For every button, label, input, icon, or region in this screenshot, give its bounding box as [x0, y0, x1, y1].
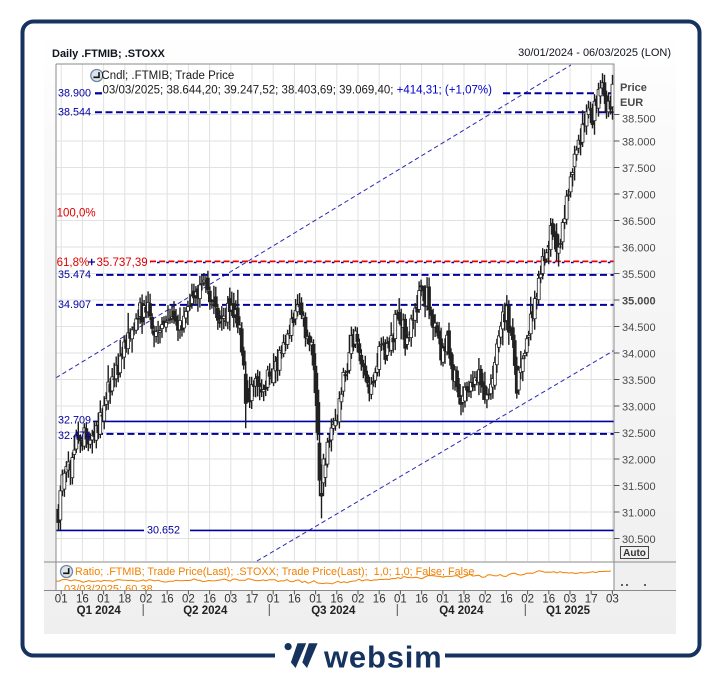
svg-text:36.500: 36.500: [622, 216, 656, 228]
svg-text:02: 02: [521, 594, 534, 606]
svg-text:01: 01: [436, 594, 449, 606]
svg-text:32.474: 32.474: [58, 430, 91, 442]
svg-text:EUR: EUR: [620, 97, 643, 109]
svg-text:17: 17: [585, 594, 598, 606]
svg-text:35.500: 35.500: [622, 269, 656, 281]
svg-text:02: 02: [352, 594, 365, 606]
svg-text:16: 16: [288, 594, 301, 606]
svg-text:02: 02: [140, 594, 153, 606]
svg-text:16: 16: [330, 594, 343, 606]
svg-text:Q2 2024: Q2 2024: [183, 605, 228, 617]
svg-text:18: 18: [458, 594, 471, 606]
svg-text:03: 03: [224, 594, 237, 606]
svg-text:03: 03: [564, 594, 577, 606]
svg-text:Q1 2025: Q1 2025: [546, 605, 591, 617]
svg-text:Q1 2024: Q1 2024: [77, 605, 122, 617]
svg-text:100,0%: 100,0%: [57, 207, 96, 219]
svg-text:01: 01: [394, 594, 407, 606]
svg-text:34.500: 34.500: [622, 322, 656, 334]
svg-text:18: 18: [118, 594, 131, 606]
svg-text:38.900: 38.900: [58, 88, 91, 100]
svg-text:Ratio; .FTMIB; Trade Price(Las: Ratio; .FTMIB; Trade Price(Last); .STOXX…: [75, 566, 474, 578]
svg-text:02: 02: [479, 594, 492, 606]
svg-text:32.500: 32.500: [622, 428, 656, 440]
svg-text:16: 16: [373, 594, 386, 606]
svg-text:Cndl; .FTMIB; Trade Price: Cndl; .FTMIB; Trade Price: [101, 70, 234, 82]
svg-text:35.737,39: 35.737,39: [97, 257, 148, 269]
svg-text:30.500: 30.500: [622, 534, 656, 546]
svg-text:websim: websim: [323, 640, 443, 675]
svg-text:03/03/2025; 60,38: 03/03/2025; 60,38: [64, 584, 153, 596]
svg-text:03/03/2025; 38.644,20; 39.247,: 03/03/2025; 38.644,20; 39.247,52; 38.403…: [103, 85, 493, 97]
svg-text:17: 17: [246, 594, 259, 606]
svg-text:01: 01: [97, 594, 110, 606]
svg-text:34.000: 34.000: [622, 349, 656, 361]
svg-text:Q4 2024: Q4 2024: [439, 605, 484, 617]
svg-text:61,8%: 61,8%: [57, 257, 90, 269]
svg-text:01: 01: [309, 594, 322, 606]
svg-text:16: 16: [203, 594, 216, 606]
svg-text:32.709: 32.709: [58, 415, 91, 427]
svg-text:36.000: 36.000: [622, 243, 656, 255]
svg-text:Q3 2024: Q3 2024: [311, 605, 356, 617]
svg-text:38.500: 38.500: [622, 114, 656, 126]
svg-text:31.500: 31.500: [622, 481, 656, 493]
svg-text:33.500: 33.500: [622, 375, 656, 387]
svg-text:02: 02: [182, 594, 195, 606]
svg-text:37.500: 37.500: [622, 163, 656, 175]
svg-text:33.000: 33.000: [622, 402, 656, 414]
svg-text:16: 16: [542, 594, 555, 606]
svg-text:Daily .FTMIB; .STOXX: Daily .FTMIB; .STOXX: [52, 48, 166, 60]
svg-text:01: 01: [55, 594, 68, 606]
svg-text:16: 16: [500, 594, 513, 606]
svg-text:37.000: 37.000: [622, 190, 656, 202]
svg-text:16: 16: [415, 594, 428, 606]
svg-text:30/01/2024 - 06/03/2025 (LON): 30/01/2024 - 06/03/2025 (LON): [518, 47, 671, 59]
svg-text:35.474: 35.474: [58, 269, 91, 281]
svg-text:01: 01: [267, 594, 280, 606]
svg-text:31.000: 31.000: [622, 508, 656, 520]
svg-text:32.000: 32.000: [622, 455, 656, 467]
svg-text:16: 16: [161, 594, 174, 606]
svg-text:34.907: 34.907: [58, 299, 91, 311]
svg-text:38.544: 38.544: [58, 107, 91, 119]
svg-text:Price: Price: [620, 82, 647, 94]
svg-text:35.000: 35.000: [622, 296, 656, 308]
svg-text:03: 03: [606, 594, 619, 606]
svg-text:30.652: 30.652: [147, 525, 180, 537]
svg-text:16: 16: [76, 594, 89, 606]
svg-text:38.000: 38.000: [622, 137, 656, 149]
svg-text:Auto: Auto: [623, 548, 646, 559]
